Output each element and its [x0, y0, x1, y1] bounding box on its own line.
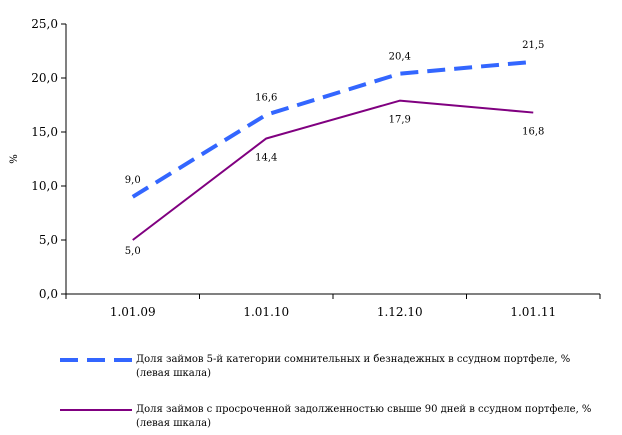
data-label: 9,0	[125, 175, 141, 186]
data-label-layer: 9,0 16,6 20,4 21,5 5,0 14,4 17,9 16,8	[125, 40, 545, 257]
x-axis: 1.01.09 1.01.10 1.12.10 1.01.11	[66, 294, 600, 319]
legend-item-1: Доля займов 5-й категории сомнительных и…	[60, 353, 620, 385]
legend-swatch-solid	[60, 405, 132, 415]
series-line-category5	[133, 62, 534, 197]
data-label: 17,9	[389, 115, 411, 126]
legend-label: Доля займов с просроченной задолженность…	[136, 403, 606, 431]
legend-label: Доля займов 5-й категории сомнительных и…	[136, 353, 606, 381]
data-label: 20,4	[389, 52, 411, 63]
y-tick-label: 0,0	[39, 287, 58, 301]
data-label: 14,4	[255, 152, 277, 163]
y-axis-label: %	[9, 154, 20, 164]
data-label: 16,6	[255, 93, 277, 104]
y-axis: 0,0 5,0 10,0 15,0 20,0 25,0	[31, 17, 66, 301]
x-tick-label: 1.01.11	[510, 305, 556, 319]
data-label: 16,8	[522, 127, 544, 138]
series-line-overdue90	[133, 101, 534, 240]
y-tick-label: 15,0	[31, 125, 58, 139]
series-layer	[133, 62, 534, 240]
y-tick-label: 20,0	[31, 71, 58, 85]
y-tick-label: 10,0	[31, 179, 58, 193]
y-tick-label: 5,0	[39, 233, 58, 247]
line-chart: 0,0 5,0 10,0 15,0 20,0 25,0 1.01.09 1.01.10 1.1…	[0, 0, 622, 330]
data-label: 5,0	[125, 246, 141, 257]
legend-swatch-dashed	[60, 355, 132, 365]
y-tick-label: 25,0	[31, 17, 58, 31]
x-tick-label: 1.01.09	[110, 305, 156, 319]
x-tick-label: 1.12.10	[377, 305, 423, 319]
data-label: 21,5	[522, 40, 544, 51]
x-tick-label: 1.01.10	[243, 305, 289, 319]
legend-item-2: Доля займов с просроченной задолженность…	[60, 403, 620, 435]
